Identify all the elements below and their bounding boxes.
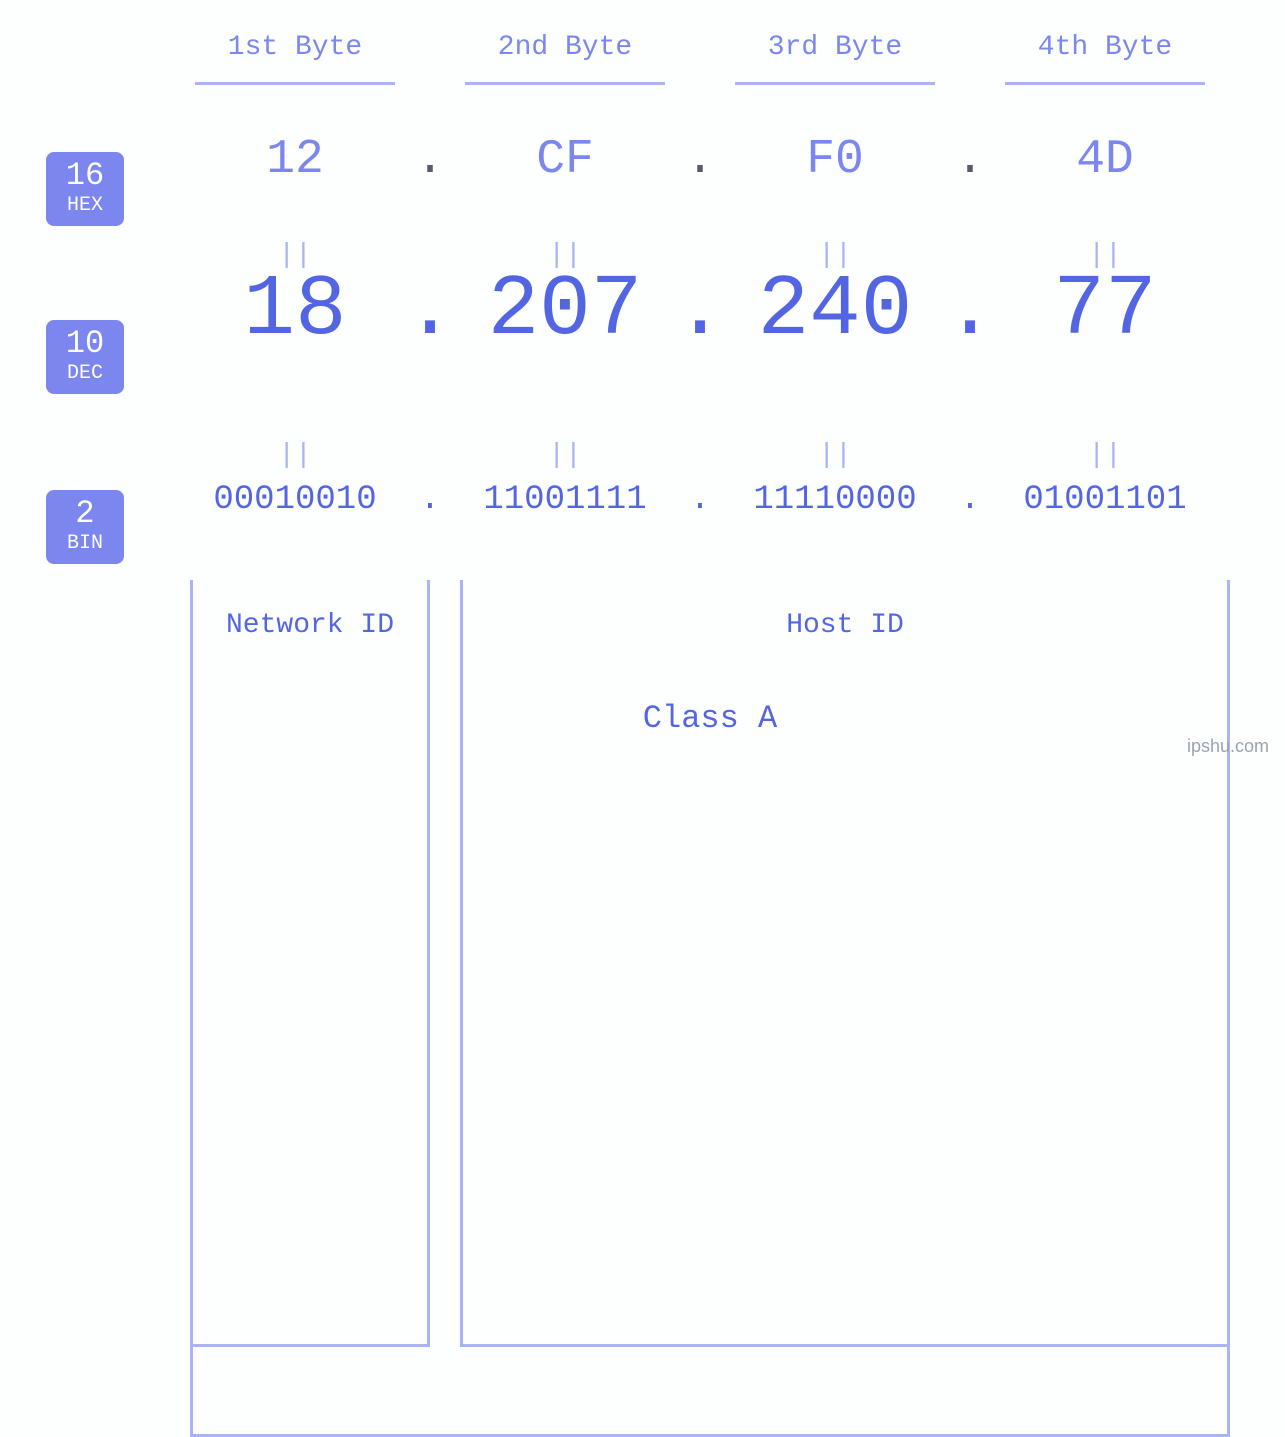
hex-dot: . xyxy=(670,133,730,187)
base-label: HEX xyxy=(46,196,124,216)
equals-symbol: || xyxy=(460,440,670,471)
network-id-label: Network ID xyxy=(190,610,430,641)
equals-symbol: || xyxy=(1000,440,1210,471)
base-badge-hex: 16 HEX xyxy=(46,152,124,226)
bin-dot: . xyxy=(940,481,1000,519)
equals-symbol: || xyxy=(190,240,400,271)
equals-symbol: || xyxy=(730,240,940,271)
hex-byte-4: 4D xyxy=(1000,133,1210,187)
byte-header-3: 3rd Byte xyxy=(730,32,940,63)
base-num: 16 xyxy=(46,160,124,192)
equals-symbol: || xyxy=(730,440,940,471)
dec-byte-1: 18 xyxy=(190,261,400,359)
hex-byte-1: 12 xyxy=(190,133,400,187)
base-label: BIN xyxy=(46,534,124,554)
bin-byte-1: 00010010 xyxy=(190,481,400,519)
top-bracket-4 xyxy=(1005,82,1205,85)
class-bracket xyxy=(190,670,1230,1437)
bin-dot: . xyxy=(400,481,460,519)
bin-byte-3: 11110000 xyxy=(730,481,940,519)
dec-byte-4: 77 xyxy=(1000,261,1210,359)
dec-dot: . xyxy=(940,261,1000,359)
byte-header-1: 1st Byte xyxy=(190,32,400,63)
hex-dot: . xyxy=(940,133,1000,187)
watermark-text: ipshu.com xyxy=(1187,736,1269,757)
dec-byte-2: 207 xyxy=(460,261,670,359)
dec-dot: . xyxy=(670,261,730,359)
top-bracket-1 xyxy=(195,82,395,85)
top-bracket-3 xyxy=(735,82,935,85)
equals-symbol: || xyxy=(190,440,400,471)
top-bracket-2 xyxy=(465,82,665,85)
class-label: Class A xyxy=(190,700,1230,737)
base-label: DEC xyxy=(46,364,124,384)
bin-byte-2: 11001111 xyxy=(460,481,670,519)
equals-symbol: || xyxy=(460,240,670,271)
base-num: 10 xyxy=(46,328,124,360)
host-id-label: Host ID xyxy=(460,610,1230,641)
base-badge-bin: 2 BIN xyxy=(46,490,124,564)
base-num: 2 xyxy=(46,498,124,530)
hex-byte-3: F0 xyxy=(730,133,940,187)
base-badge-dec: 10 DEC xyxy=(46,320,124,394)
bin-byte-4: 01001101 xyxy=(1000,481,1210,519)
byte-header-4: 4th Byte xyxy=(1000,32,1210,63)
dec-byte-3: 240 xyxy=(730,261,940,359)
equals-symbol: || xyxy=(1000,240,1210,271)
byte-header-2: 2nd Byte xyxy=(460,32,670,63)
bin-dot: . xyxy=(670,481,730,519)
hex-byte-2: CF xyxy=(460,133,670,187)
dec-dot: . xyxy=(400,261,460,359)
hex-dot: . xyxy=(400,133,460,187)
